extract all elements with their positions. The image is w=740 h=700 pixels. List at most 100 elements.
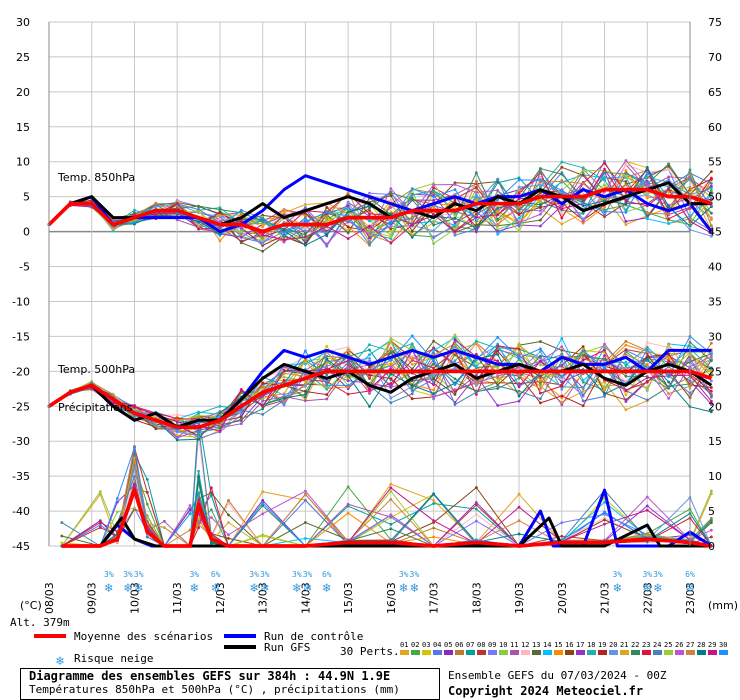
member-point <box>496 232 500 236</box>
member-point <box>432 186 435 190</box>
member-point <box>432 383 435 387</box>
member-t850 <box>48 162 712 238</box>
member-point <box>667 352 671 356</box>
member-point <box>581 192 585 195</box>
member-point <box>261 381 265 385</box>
member-point <box>709 352 713 356</box>
member-point <box>389 191 393 195</box>
member-point <box>304 537 307 540</box>
pert-number: 20 <box>609 641 617 649</box>
member-point <box>304 220 307 223</box>
member-point <box>474 538 478 542</box>
member-point <box>645 170 649 174</box>
member-point <box>261 407 265 411</box>
member-point <box>517 185 521 189</box>
member-point <box>496 178 500 182</box>
member-point <box>581 169 585 173</box>
member-point <box>227 502 230 505</box>
x-tick-label: 19/03 <box>513 582 526 614</box>
member-point <box>709 369 713 373</box>
member-point <box>325 227 329 231</box>
member-point <box>581 182 585 185</box>
snowflake-icon: ❄ <box>260 581 269 596</box>
member-point <box>603 171 606 175</box>
member-point <box>133 483 136 487</box>
member-point <box>667 385 671 389</box>
member-point <box>368 233 371 237</box>
member-point <box>539 363 542 367</box>
member-point <box>188 512 192 516</box>
snowflake-icon: ❄ <box>123 581 132 596</box>
member-point <box>624 352 628 356</box>
x-tick-label: 08/03 <box>43 582 56 614</box>
member-point <box>603 500 606 504</box>
pert-number: 29 <box>708 641 716 649</box>
member-point <box>304 243 307 247</box>
member-point <box>453 199 457 203</box>
legend-control-label: Run de contrôle <box>264 630 364 643</box>
member-point <box>474 381 478 385</box>
member-point <box>304 384 307 388</box>
member-point <box>453 342 457 346</box>
snow-risk-pct: 6% <box>211 570 221 579</box>
member-point <box>517 216 521 220</box>
member-point <box>560 216 564 220</box>
member-point <box>239 422 243 426</box>
member-point <box>709 355 713 358</box>
member-point <box>453 223 457 227</box>
member-point <box>432 502 435 505</box>
member-point <box>603 178 606 182</box>
member-point <box>410 212 414 215</box>
member-point <box>154 213 158 217</box>
member-point <box>560 384 564 388</box>
pert-swatch <box>554 650 563 655</box>
member-point <box>517 229 521 232</box>
member-point <box>496 359 500 363</box>
member-point <box>197 415 200 419</box>
left-tick-label: 10 <box>16 156 30 169</box>
member-point <box>496 230 500 233</box>
member-point <box>239 230 243 234</box>
member-t850 <box>48 168 712 244</box>
legend-perts-label: 30 Perts. <box>340 645 400 658</box>
member-point <box>218 415 222 419</box>
member-point <box>667 355 671 359</box>
member-point <box>410 397 414 401</box>
member-point <box>197 208 200 211</box>
member-point <box>709 185 713 188</box>
member-point <box>218 220 222 224</box>
x-tick-label: 20/03 <box>556 582 569 614</box>
member-point <box>432 229 435 233</box>
member-point <box>325 364 329 368</box>
pert-swatch <box>642 650 651 655</box>
member-point <box>709 399 713 403</box>
member-point <box>624 389 628 393</box>
member-point <box>261 413 265 416</box>
member-point <box>517 374 521 378</box>
member-point <box>709 176 713 180</box>
member-point <box>432 492 435 496</box>
right-tick-label: 40 <box>708 261 722 274</box>
member-point <box>624 363 628 367</box>
member-point <box>645 355 649 359</box>
member-point <box>709 402 713 406</box>
snow-risk-pct: 3% <box>123 570 133 579</box>
member-point <box>197 469 200 473</box>
member-point <box>60 534 64 538</box>
member-point <box>133 506 136 510</box>
member-point <box>389 377 393 381</box>
member-point <box>624 343 628 347</box>
member-point <box>517 221 521 225</box>
member-point <box>432 388 435 392</box>
member-point <box>218 404 222 408</box>
label-t850: Temp. 850hPa <box>57 171 135 184</box>
member-point <box>346 374 350 378</box>
left-tick-label: -45 <box>12 540 30 553</box>
x-tick-label: 11/03 <box>171 582 184 614</box>
left-tick-label: -10 <box>12 295 30 308</box>
member-point <box>389 241 393 245</box>
member-point <box>645 398 649 402</box>
member-point <box>645 376 649 380</box>
member-point <box>474 191 478 194</box>
member-point <box>304 216 307 219</box>
